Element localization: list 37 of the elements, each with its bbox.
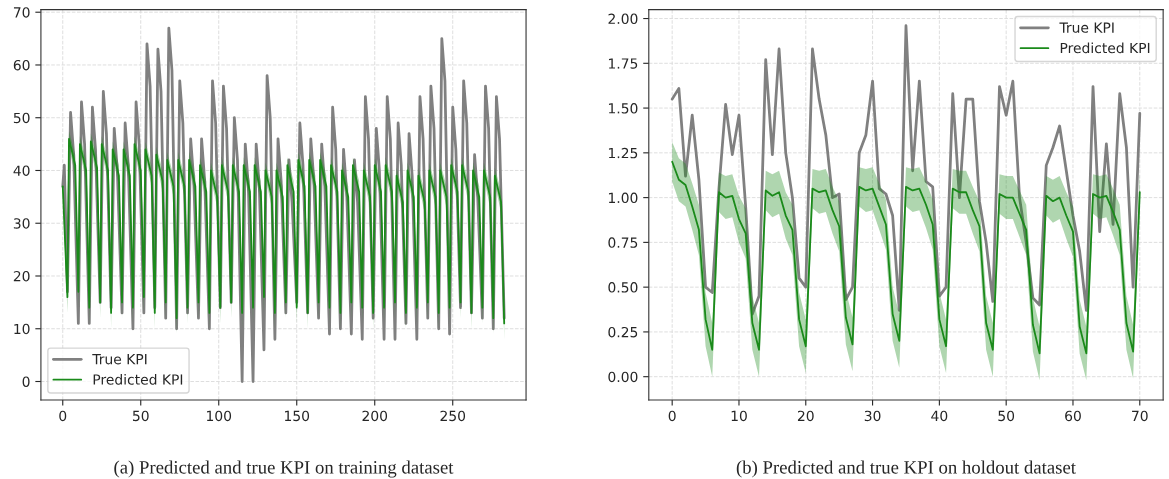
x-tick-label: 50	[132, 410, 149, 422]
legend-label: Predicted KPI	[93, 374, 183, 385]
y-tick-label: 0.00	[608, 371, 638, 383]
legend-label: Predicted KPI	[1060, 42, 1150, 54]
x-tick-label: 30	[864, 410, 881, 422]
x-tick-label: 150	[285, 410, 310, 422]
x-tick-label: 0	[59, 410, 67, 422]
y-tick-label: 1.00	[608, 192, 638, 204]
x-tick-label: 200	[362, 410, 388, 422]
legend-label: True KPI	[1059, 22, 1114, 33]
x-tick-label: 10	[731, 410, 747, 422]
y-tick-label: 1.50	[608, 103, 638, 114]
x-tick-label: 100	[207, 410, 232, 422]
legend-label: True KPI	[92, 354, 147, 365]
x-tick-label: 50	[998, 410, 1015, 422]
text: (b) Predicted and true KPI on holdout dataset	[736, 460, 1076, 478]
text: (a) Predicted and true KPI on training dataset	[114, 460, 454, 478]
x-tick-label: 0	[668, 410, 676, 422]
y-tick-label: 0	[22, 376, 30, 387]
y-tick-label: 30	[13, 218, 30, 229]
x-tick-label: 40	[931, 410, 948, 422]
x-tick-label: 20	[797, 410, 814, 422]
y-tick-label: 1.75	[608, 58, 638, 69]
y-tick-label: 70	[13, 7, 30, 18]
x-tick-label: 70	[1132, 410, 1148, 422]
y-tick-label: 2.00	[608, 13, 638, 25]
y-tick-label: 0.50	[608, 282, 638, 293]
x-tick-label: 250	[440, 410, 466, 422]
y-tick-label: 0.25	[608, 326, 638, 338]
y-tick-label: 40	[13, 165, 30, 176]
y-tick-label: 10	[14, 323, 30, 335]
y-tick-label: 20	[13, 270, 30, 282]
y-tick-label: 60	[13, 59, 30, 71]
y-tick-label: 1.25	[608, 147, 638, 159]
x-tick-label: 60	[1065, 410, 1081, 422]
y-tick-label: 0.75	[608, 237, 638, 248]
y-tick-label: 50	[13, 112, 30, 124]
